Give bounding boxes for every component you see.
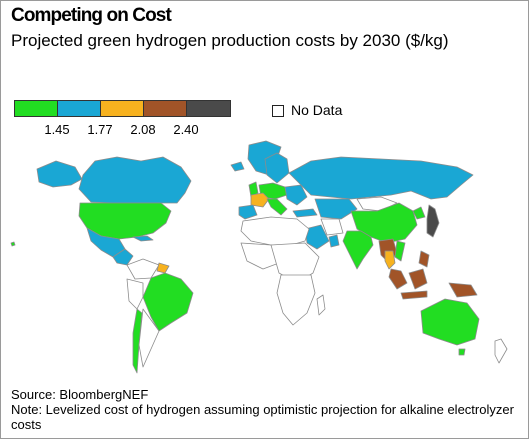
africa-central [270,242,320,284]
eastern-europe [284,184,308,206]
france [250,192,270,208]
iceland [230,161,245,172]
united-kingdom [248,181,259,198]
andean-west [126,278,144,310]
tasmania [458,348,466,356]
source-note: Source: BloombergNEF [11,387,149,402]
legend-tick-3: 2.08 [130,122,156,137]
brazil [142,272,194,332]
saudi-arabia [304,224,330,250]
no-data-legend: No Data [272,103,342,118]
legend-tick-1: 1.45 [44,122,70,137]
africa-north [240,216,310,246]
alaska [36,160,83,188]
color-legend: 1.45 1.77 2.08 2.40 [14,100,234,140]
chart-footer: Source: BloombergNEF Note: Levelized cos… [11,387,516,432]
argentina [138,308,160,368]
japan [426,204,440,238]
vietnam [394,240,406,262]
madagascar [316,294,326,316]
java [400,290,428,300]
chart-subtitle: Projected green hydrogen production cost… [11,31,449,50]
iran [320,218,344,236]
central-asia [314,198,358,220]
cuba [132,235,154,242]
india [342,230,374,270]
philippines [418,250,430,268]
world-map [10,140,508,374]
malaysia-sumatra [388,268,408,290]
legend-swatch-1 [15,101,58,116]
turkey [292,208,318,218]
legend-swatch-2 [58,101,101,116]
chart-title: Competing on Cost [11,5,172,26]
guianas [156,262,170,274]
iberia [238,204,258,220]
hawaii [10,241,16,247]
legend-swatch-4 [144,101,187,116]
africa-south [276,274,316,326]
north-korea [412,206,426,220]
no-data-swatch [272,104,284,117]
legend-color-bar [14,100,231,117]
new-zealand [494,338,508,364]
africa-west [240,242,280,270]
chile [132,308,143,374]
scandinavia [264,152,290,184]
australia [420,298,480,346]
legend-tick-2: 1.77 [87,122,113,137]
countries [10,140,508,374]
oman-uae [328,234,340,248]
no-data-label: No Data [291,102,343,118]
legend-swatch-3 [101,101,144,116]
thailand [384,250,396,270]
new-guinea [448,282,478,298]
borneo [408,268,428,290]
methodology-note: Note: Levelized cost of hydrogen assumin… [11,402,514,432]
legend-tick-4: 2.40 [173,122,199,137]
central-america [112,248,134,266]
colombia-venezuela [126,258,160,280]
russia [288,156,474,200]
italy-balkans [266,198,288,216]
legend-swatch-5 [187,101,230,116]
canada [78,156,192,204]
